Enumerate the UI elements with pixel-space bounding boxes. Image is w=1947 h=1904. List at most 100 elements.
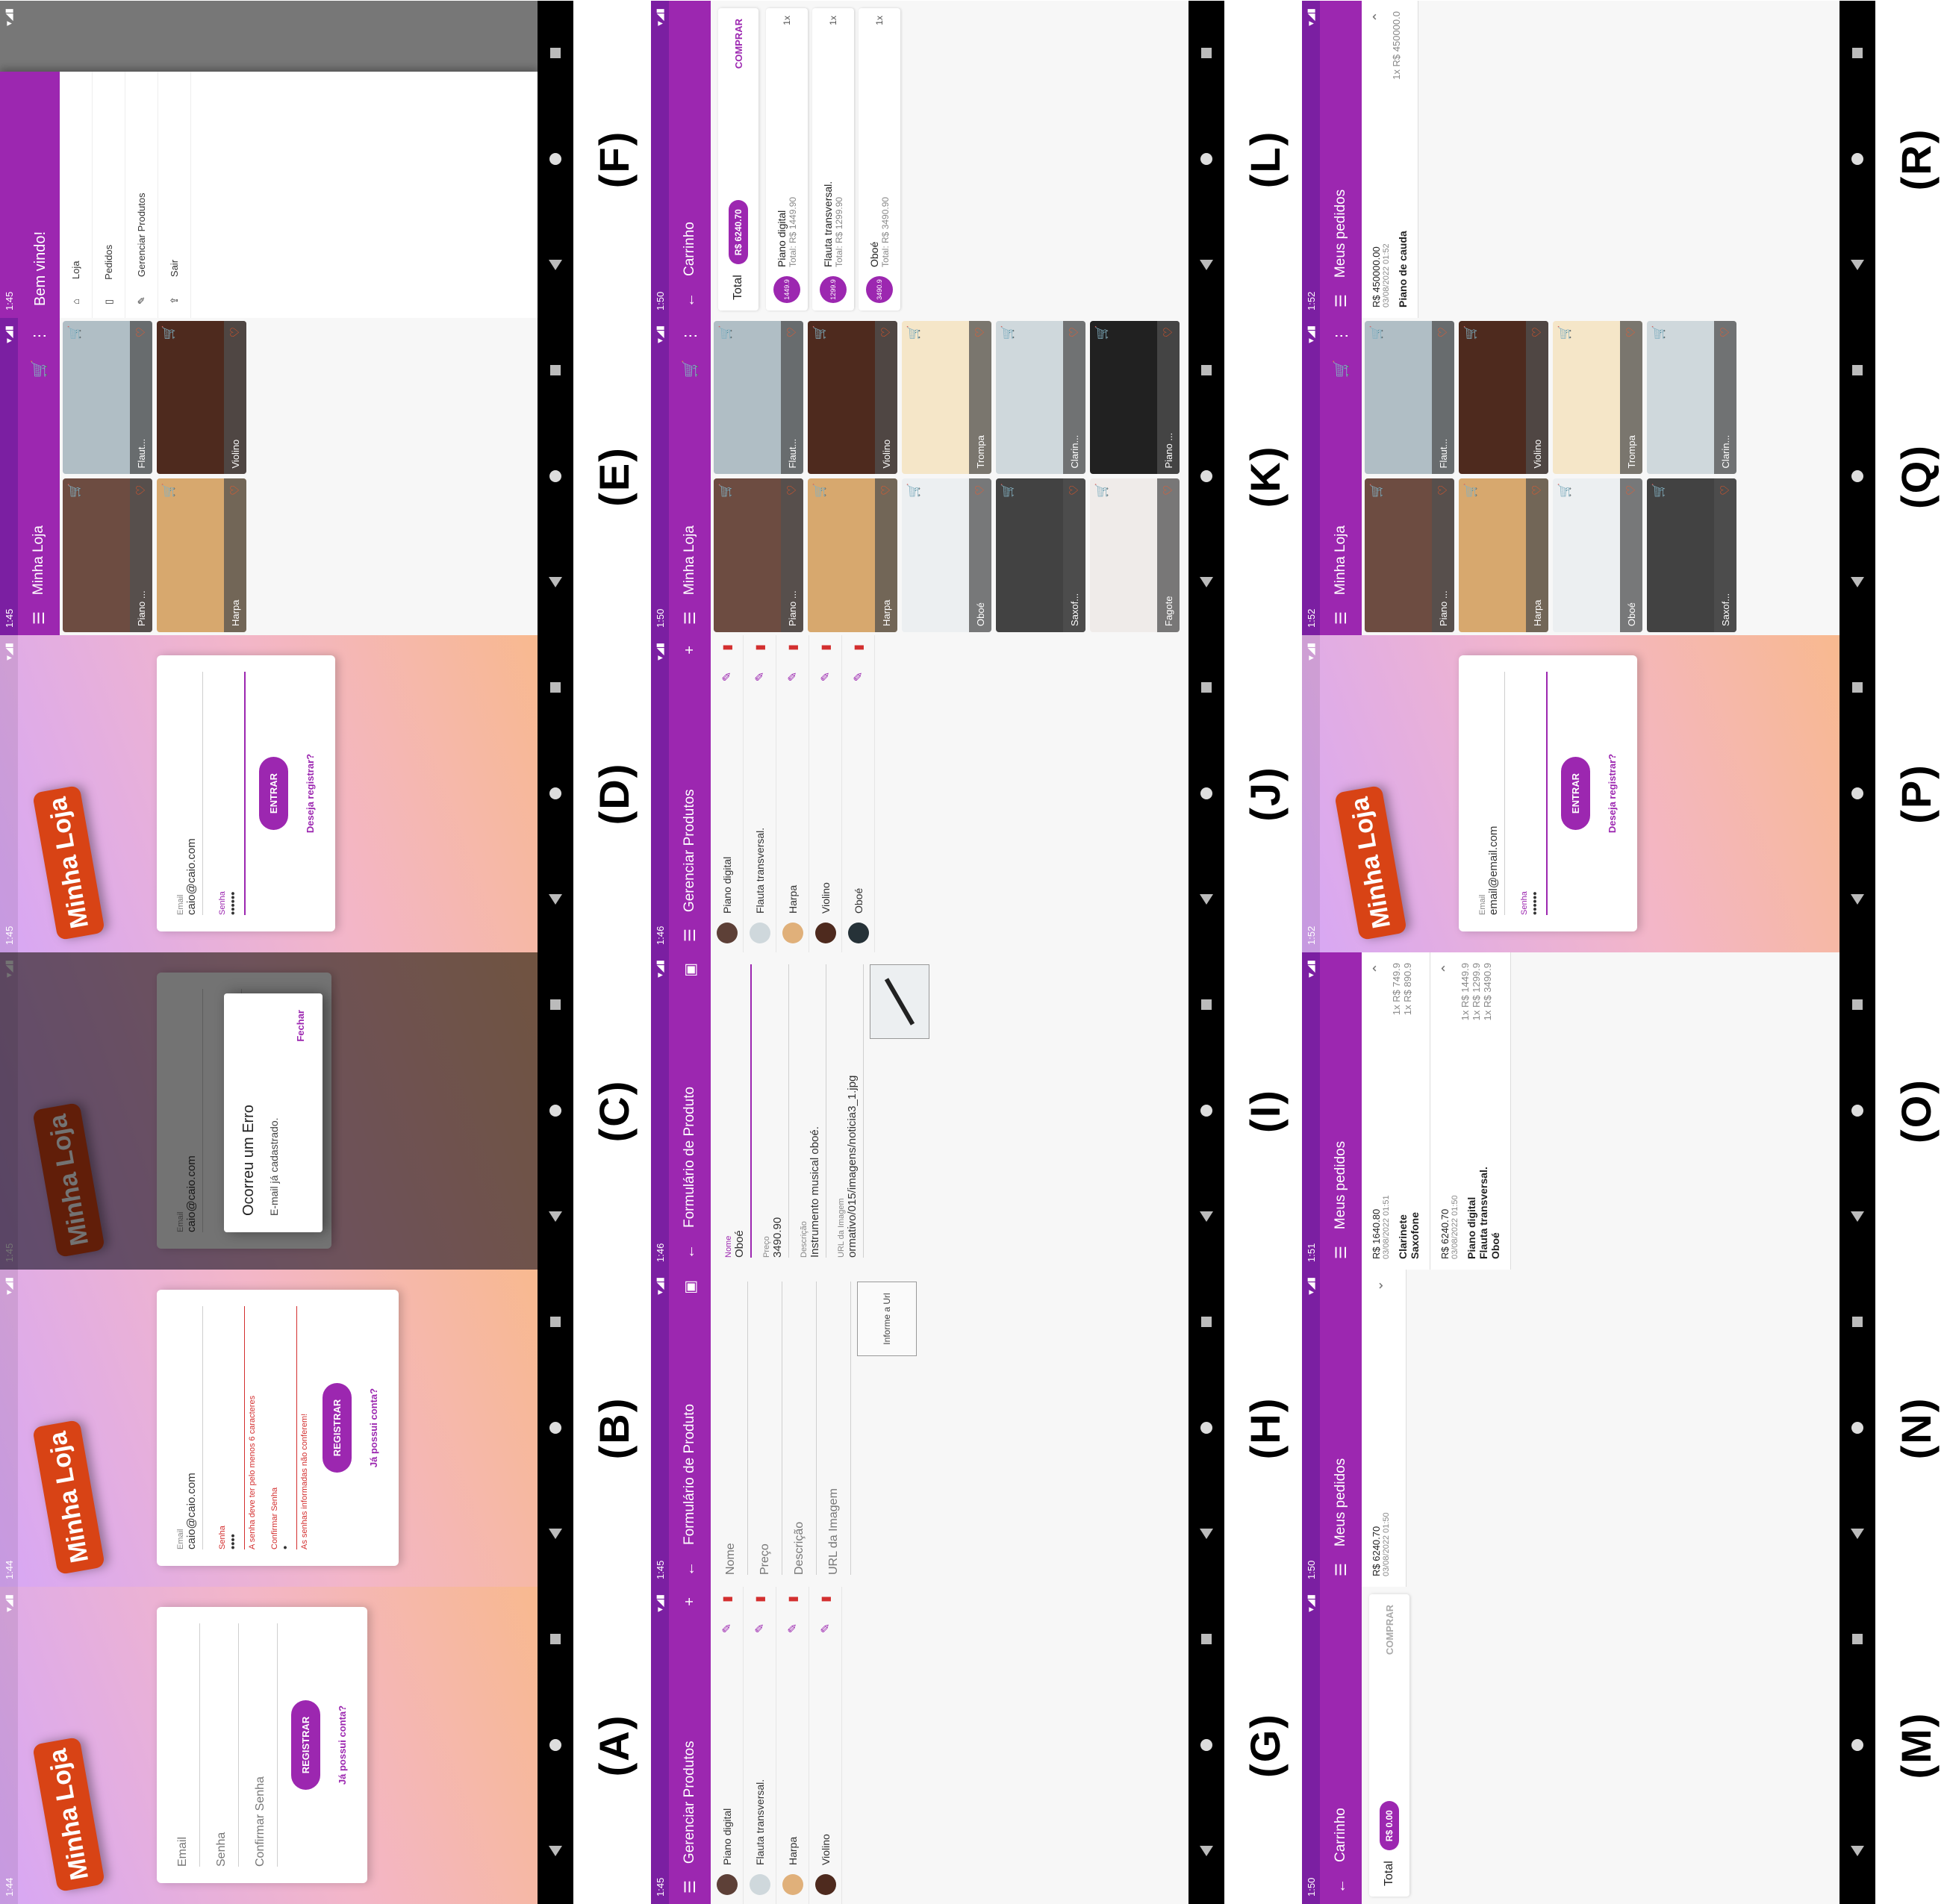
product-tile[interactable]: 🛒 Piano ... ♡ [1090,321,1180,475]
delete-icon[interactable]: ▮ [720,1596,734,1602]
add-cart-icon[interactable]: 🛒 [1653,325,1666,340]
back-icon[interactable] [1200,260,1213,271]
back-icon[interactable] [1200,1846,1213,1857]
add-cart-icon[interactable]: 🛒 [1653,483,1666,499]
back-icon[interactable] [549,577,562,588]
list-item[interactable]: Piano digital ✎ ▮ [711,1587,744,1904]
edit-icon[interactable]: ✎ [720,1623,734,1634]
product-tile[interactable]: 🛒 Flaut... ♡ [714,321,803,475]
heart-icon[interactable]: ♡ [1531,484,1544,496]
name-field[interactable]: Nome Oboé [718,964,752,1258]
product-tile[interactable]: 🛒 Violino ♡ [808,321,897,475]
add-cart-icon[interactable]: 🛒 [908,325,920,340]
recents-icon[interactable] [1852,1634,1863,1645]
back-icon[interactable] [1200,1529,1213,1540]
chevron-up-icon[interactable]: ⌃ [1371,963,1386,975]
buy-button[interactable]: COMPRAR [1383,1605,1395,1655]
heart-icon[interactable]: ♡ [1719,484,1732,496]
drawer-item-logout[interactable]: ⇪ Sair [158,72,191,318]
heart-icon[interactable]: ♡ [1719,327,1732,338]
enter-button[interactable]: ENTRAR [259,756,288,831]
home-icon[interactable] [1851,1422,1863,1435]
edit-icon[interactable]: ✎ [786,671,800,682]
delete-icon[interactable]: ▮ [720,644,734,651]
add-cart-icon[interactable]: 🛒 [814,483,826,499]
product-tile[interactable]: 🛒 Harpa ♡ [1459,478,1548,632]
product-tile[interactable]: 🛒 Harpa ♡ [157,478,246,632]
heart-icon[interactable]: ♡ [1625,327,1638,338]
more-icon[interactable]: ⋮ [682,328,699,343]
heart-icon[interactable]: ♡ [786,484,799,496]
home-icon[interactable] [549,1422,561,1435]
buy-button[interactable]: COMPRAR [732,19,744,69]
email-field[interactable]: Email email@email.com [1472,672,1505,915]
cart-item[interactable]: 3490.9 Oboé Total: R$ 3490.90 1x [859,8,900,310]
password-field[interactable]: Senha •••••• [212,672,246,915]
save-icon[interactable]: ▣ [682,963,699,977]
product-tile[interactable]: 🛒 Oboé ♡ [1553,478,1642,632]
menu-icon[interactable]: ☰ [1333,1246,1350,1259]
list-item[interactable]: Flauta transversal. ✎ ▮ [744,635,776,952]
list-item[interactable]: Harpa ✎ ▮ [776,635,809,952]
add-cart-icon[interactable]: 🛒 [1371,483,1383,499]
recents-icon[interactable] [1201,365,1212,376]
heart-icon[interactable]: ♡ [786,327,799,338]
register-button[interactable]: REGISTRAR [323,1382,352,1473]
menu-icon[interactable]: ☰ [31,611,48,625]
home-icon[interactable] [549,153,561,166]
recents-icon[interactable] [550,1634,561,1645]
heart-icon[interactable]: ♡ [1068,327,1081,338]
recents-icon[interactable] [1201,999,1212,1011]
delete-icon[interactable]: ▮ [819,644,832,651]
confirm-password-field[interactable]: Confirmar Senha [248,1623,278,1867]
delete-icon[interactable]: ▮ [786,644,800,651]
product-tile[interactable]: 🛒 Saxof... ♡ [1647,478,1736,632]
heart-icon[interactable]: ♡ [880,484,893,496]
add-cart-icon[interactable]: 🛒 [1002,483,1015,499]
product-tile[interactable]: 🛒 Clarin... ♡ [996,321,1085,475]
add-icon[interactable]: + [681,646,698,655]
cart-item[interactable]: 1299.9 Flauta transversal. Total: R$ 1299.… [812,8,854,310]
add-cart-icon[interactable]: 🛒 [1096,325,1109,340]
back-icon[interactable] [549,894,562,905]
description-field[interactable]: Descrição Instrumento musical oboé. [794,964,826,1258]
menu-icon[interactable]: ☰ [1333,611,1350,625]
product-tile[interactable]: 🛒 Oboé ♡ [902,478,991,632]
delete-icon[interactable]: ▮ [753,644,767,651]
menu-icon[interactable]: ☰ [1333,1563,1350,1576]
edit-icon[interactable]: ✎ [819,671,832,682]
order-row[interactable]: R$ 1640.80 03/08/2022 01:51 Clarinete Saxof… [1362,952,1430,1270]
back-arrow-icon[interactable]: ← [1332,1879,1349,1894]
list-item[interactable]: Piano digital ✎ ▮ [711,635,744,952]
add-cart-icon[interactable]: 🛒 [720,325,732,340]
home-icon[interactable] [1200,787,1212,800]
product-tile[interactable]: 🛒 Flaut... ♡ [1365,321,1454,475]
add-cart-icon[interactable]: 🛒 [163,483,175,499]
recents-icon[interactable] [1201,682,1212,693]
drawer-item-manage[interactable]: ✎ Gerenciar Produtos [125,72,158,318]
back-arrow-icon[interactable]: ← [681,1561,698,1576]
recents-icon[interactable] [1852,365,1863,376]
home-icon[interactable] [1200,1422,1212,1435]
password-field[interactable]: Senha [209,1623,239,1867]
back-icon[interactable] [549,1211,562,1223]
want-register-link[interactable]: Deseja registrar? [305,753,316,834]
menu-icon[interactable]: ☰ [682,928,699,942]
home-icon[interactable] [1851,787,1863,800]
back-icon[interactable] [1851,894,1864,905]
heart-icon[interactable]: ♡ [229,484,242,496]
recents-icon[interactable] [1201,1634,1212,1645]
image-url-field[interactable]: URL da Imagem ormativo/015/imagens/notici… [831,964,864,1258]
edit-icon[interactable]: ✎ [819,1623,832,1634]
price-field[interactable]: Preço 3490.90 [756,964,789,1258]
product-tile[interactable]: 🛒 Violino ♡ [157,321,246,475]
add-cart-icon[interactable]: 🛒 [69,325,81,340]
have-account-link[interactable]: Já possui conta? [368,1388,379,1468]
back-icon[interactable] [1851,1529,1864,1540]
back-icon[interactable] [1851,577,1864,588]
order-row[interactable]: R$ 6240.70 03/08/2022 01:50 ⌄ [1362,1270,1406,1587]
back-icon[interactable] [1851,1211,1864,1223]
cart-item[interactable]: 1449.9 Piano digital Total: R$ 1449.90 1x [766,8,808,310]
back-icon[interactable] [1200,894,1213,905]
recents-icon[interactable] [1201,1317,1212,1328]
